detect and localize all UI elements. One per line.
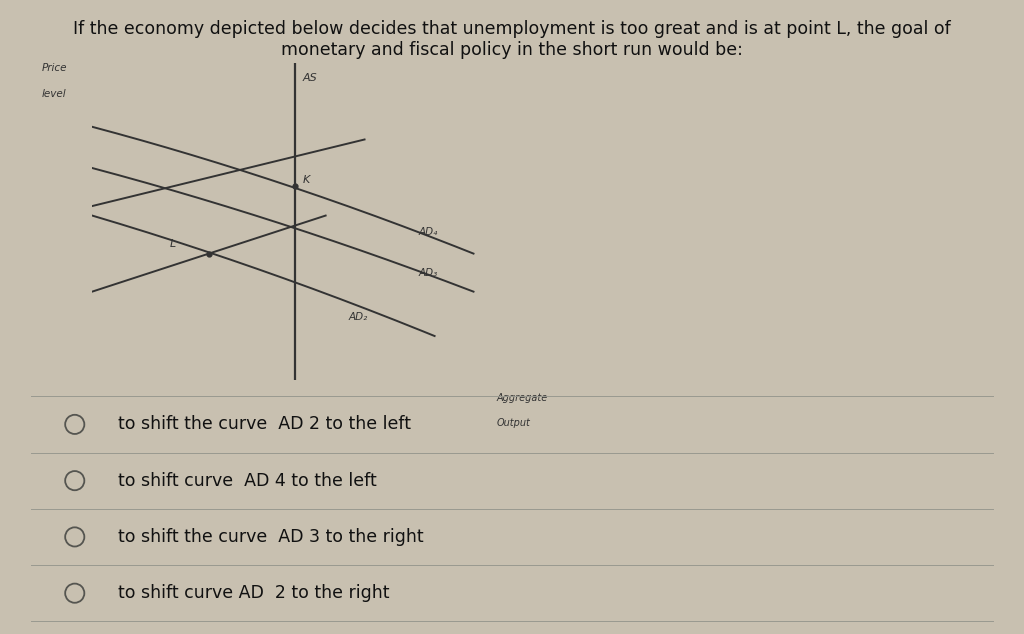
Text: to shift the curve  AD 2 to the left: to shift the curve AD 2 to the left xyxy=(118,415,411,434)
Text: level: level xyxy=(42,89,67,99)
Text: Aggregate: Aggregate xyxy=(497,393,548,403)
Text: AS: AS xyxy=(302,73,317,83)
Text: Output: Output xyxy=(497,418,530,429)
Text: K: K xyxy=(302,175,309,185)
Text: AD₄: AD₄ xyxy=(419,226,438,236)
Text: to shift curve AD  2 to the right: to shift curve AD 2 to the right xyxy=(118,584,389,602)
Text: L: L xyxy=(170,239,176,249)
Text: Price: Price xyxy=(42,63,68,74)
Text: monetary and fiscal policy in the short run would be:: monetary and fiscal policy in the short … xyxy=(281,41,743,59)
Text: to shift curve  AD 4 to the left: to shift curve AD 4 to the left xyxy=(118,472,377,489)
Text: to shift the curve  AD 3 to the right: to shift the curve AD 3 to the right xyxy=(118,528,423,546)
Text: If the economy depicted below decides that unemployment is too great and is at p: If the economy depicted below decides th… xyxy=(73,20,951,38)
Text: AD₂: AD₂ xyxy=(349,312,369,322)
Text: AD₃: AD₃ xyxy=(419,268,438,278)
